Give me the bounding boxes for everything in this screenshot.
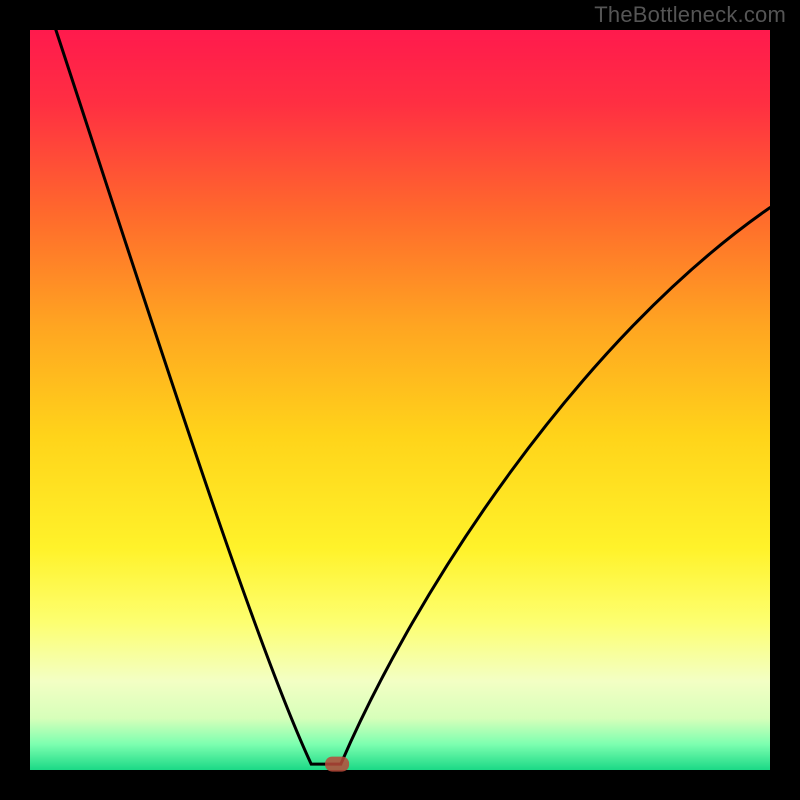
chart-svg — [0, 0, 800, 800]
watermark-text: TheBottleneck.com — [594, 2, 786, 28]
chart-container: TheBottleneck.com — [0, 0, 800, 800]
optimum-marker — [325, 757, 349, 772]
plot-background — [30, 30, 770, 770]
